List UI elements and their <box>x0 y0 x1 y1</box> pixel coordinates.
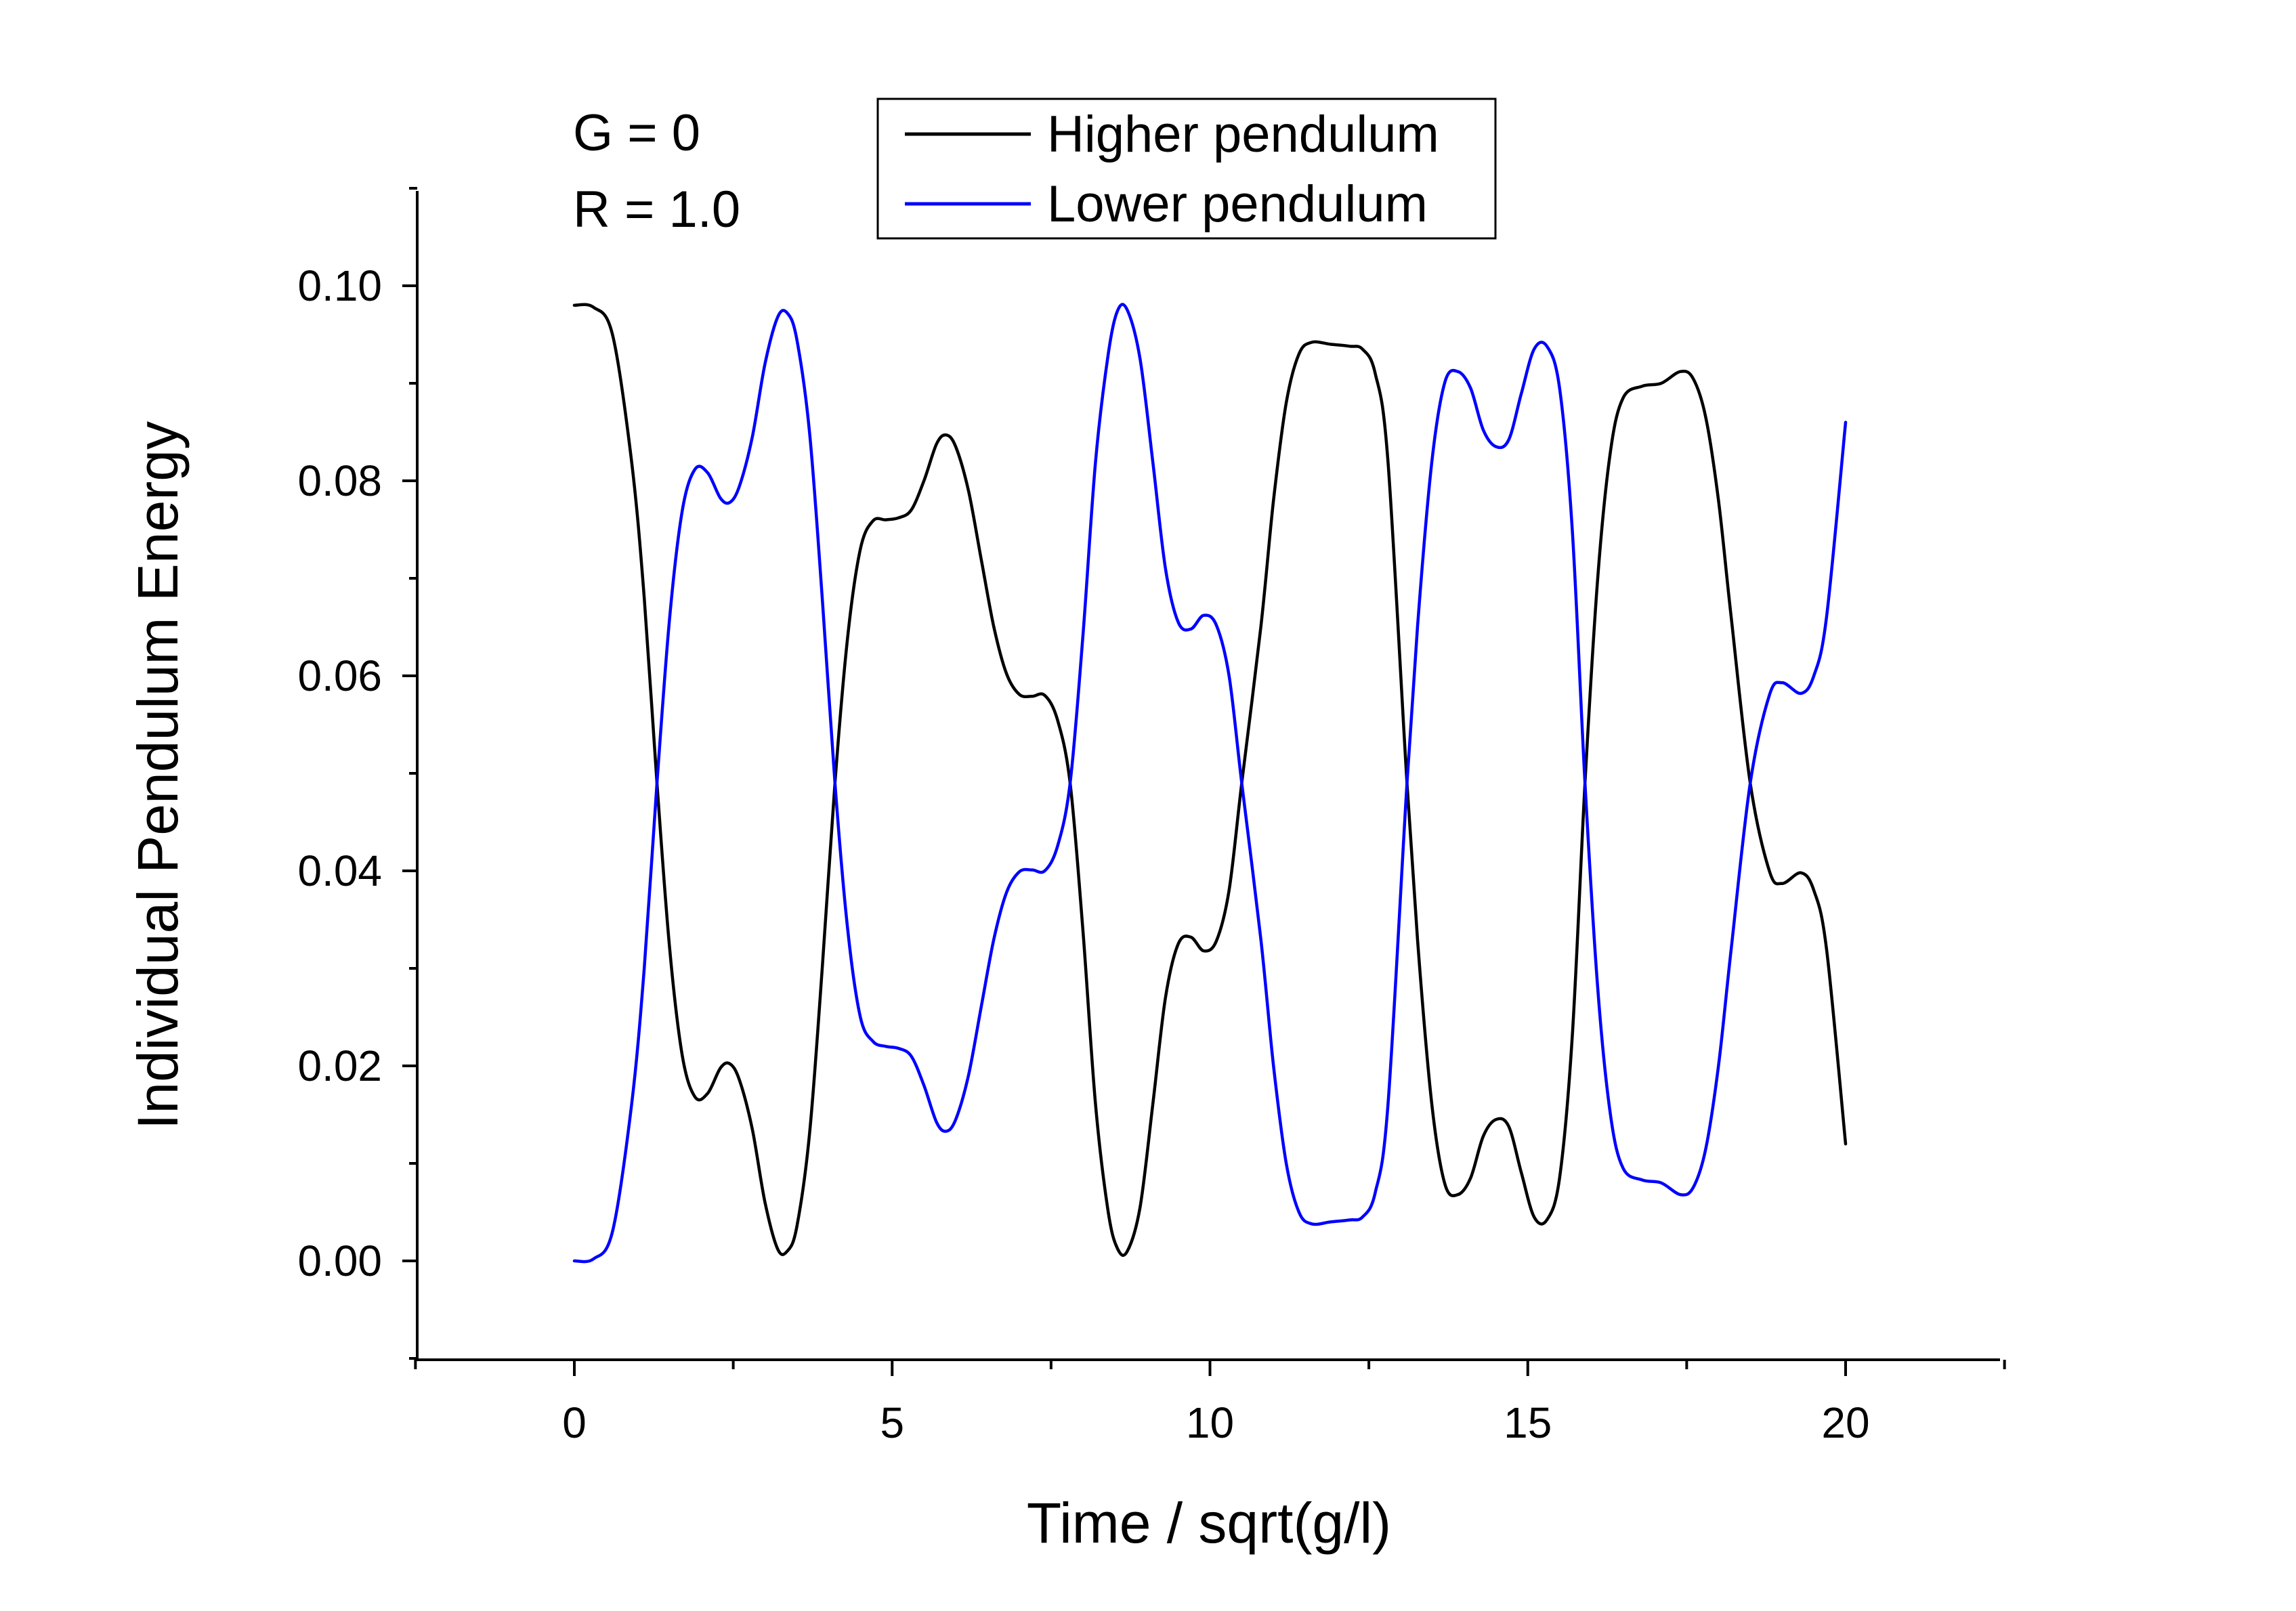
legend-label-higher: Higher pendulum <box>1047 106 1439 163</box>
x-tick-label: 15 <box>1504 1398 1552 1447</box>
y-tick-label: 0.02 <box>297 1041 382 1090</box>
y-ticks: 0.00 0.02 0.04 0.06 0.08 0.10 <box>297 187 417 1360</box>
x-tick-label: 5 <box>880 1398 904 1447</box>
legend-box <box>876 98 1497 240</box>
legend-label-lower: Lower pendulum <box>1047 175 1428 233</box>
plot-series <box>572 303 1848 1264</box>
series-line-lower-pendulum <box>572 303 1848 1264</box>
y-tick-label: 0.00 <box>297 1237 382 1285</box>
y-tick-label: 0.04 <box>297 846 382 895</box>
annotation-r: R = 1.0 <box>573 181 740 238</box>
legend: Higher pendulum Lower pendulum <box>876 98 1497 240</box>
axes <box>416 191 2000 1361</box>
x-tick-label: 10 <box>1186 1398 1234 1447</box>
x-tick-label: 20 <box>1821 1398 1869 1447</box>
y-tick-label: 0.08 <box>297 456 382 505</box>
y-axis-title: Individual Pendulum Energy <box>126 421 190 1130</box>
y-tick-label: 0.06 <box>297 651 382 700</box>
y-tick-label: 0.10 <box>297 261 382 310</box>
x-tick-label: 0 <box>562 1398 587 1447</box>
series-line-higher-pendulum <box>572 303 1848 1257</box>
annotation-g: G = 0 <box>573 104 700 162</box>
x-ticks: 0 5 10 15 20 <box>414 1360 2006 1447</box>
x-axis-title: Time / sqrt(g/l) <box>1027 1491 1391 1555</box>
